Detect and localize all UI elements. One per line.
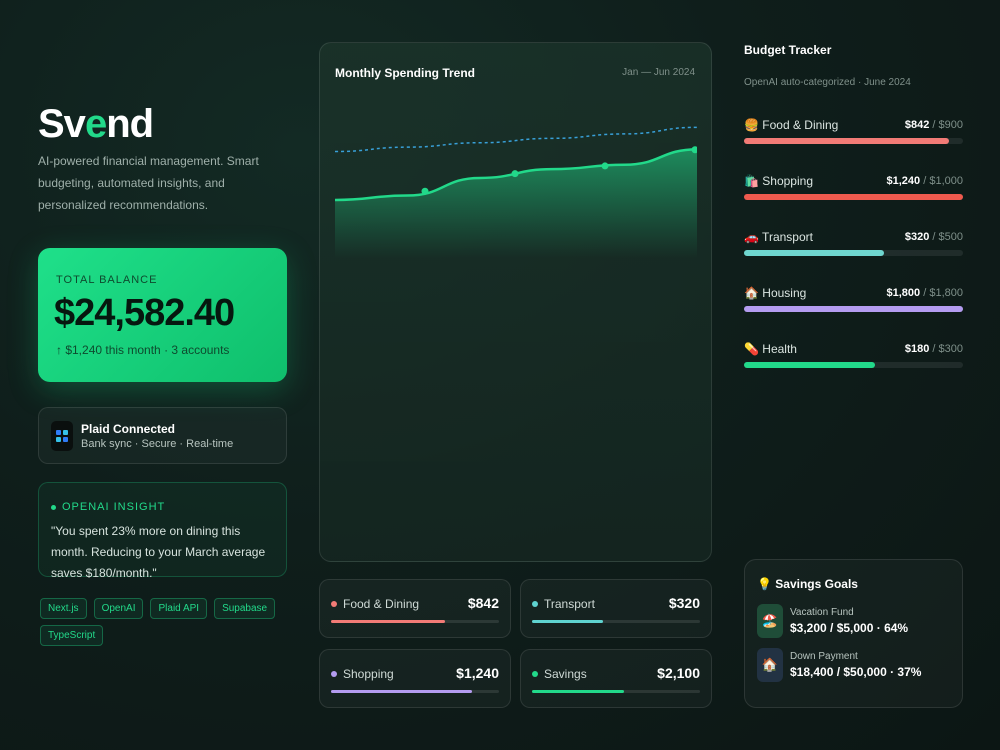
mini-card-value: $2,100 [657,665,700,681]
savings-goal-down-payment[interactable]: 🏠 Down Payment $18,400 / $50,000 · 37% [757,648,947,684]
house-icon: 🏠 [757,648,783,682]
plaid-subtitle: Bank sync · Secure · Real-time [81,438,234,450]
shopping-dot-icon [331,671,337,677]
mini-card-shopping[interactable]: Shopping $1,240 [319,649,511,708]
balance-label: TOTAL BALANCE [56,274,158,286]
goal-name: Vacation Fund [790,607,854,618]
total-balance-card[interactable]: TOTAL BALANCE $24,582.40 ↑ $1,240 this m… [38,248,287,382]
mini-card-value: $1,240 [456,665,499,681]
data-point[interactable] [421,187,429,195]
mini-card-label: Transport [544,597,595,611]
vacation-icon: 🏖️ [757,604,783,638]
chart-date-range: Jan — Jun 2024 [622,67,695,78]
mini-card-progress [331,690,499,693]
budget-amount: $1,800 / $1,800 [886,287,963,299]
tag-nextjs[interactable]: Next.js [40,598,87,619]
budget-tracker-subtitle: OpenAI auto-categorized · June 2024 [744,77,911,88]
mini-card-food-dining[interactable]: Food & Dining $842 [319,579,511,638]
budget-row-shopping[interactable]: 🛍️ Shopping $1,240 / $1,000 [744,174,963,204]
plaid-logo-icon [51,421,73,451]
food-dining-dot-icon [331,601,337,607]
insight-heading: OPENAI INSIGHT [51,501,165,513]
data-point[interactable] [691,146,698,154]
savings-goals-title: 💡 Savings Goals [757,577,858,591]
savings-dot-icon [532,671,538,677]
budget-amount: $1,240 / $1,000 [886,175,963,187]
budget-amount: $320 / $500 [904,231,963,243]
budget-progress [744,194,963,200]
chart-title: Monthly Spending Trend [335,66,475,80]
mini-card-savings[interactable]: Savings $2,100 [520,649,712,708]
spending-trend-card: Monthly Spending Trend Jan — Jun 2024 [319,42,712,562]
mini-card-label: Food & Dining [343,597,420,611]
tag-plaid-api[interactable]: Plaid API [150,598,208,619]
tag-typescript[interactable]: TypeScript [40,625,104,646]
mini-card-transport[interactable]: Transport $320 [520,579,712,638]
budget-amount: $842 / $900 [904,119,963,131]
tag-supabase[interactable]: Supabase [214,598,276,619]
mini-card-label: Shopping [343,667,394,681]
budget-category-label: 🛍️ Shopping [744,174,813,188]
plaid-connection-card[interactable]: Plaid Connected Bank sync · Secure · Rea… [38,407,287,464]
brand-tagline: AI-powered financial management. Smart b… [38,154,259,212]
budget-row-transport[interactable]: 🚗 Transport $320 / $500 [744,230,963,260]
spending-area [335,149,697,258]
savings-goals-card: 💡 Savings Goals 🏖️ Vacation Fund $3,200 … [744,559,963,708]
budget-row-housing[interactable]: 🏠 Housing $1,800 / $1,800 [744,286,963,316]
data-point[interactable] [511,170,519,178]
budget-category-label: 🚗 Transport [744,230,813,244]
savings-goal-vacation[interactable]: 🏖️ Vacation Fund $3,200 / $5,000 · 64% [757,604,947,640]
mini-card-progress [532,620,700,623]
insight-text: "You spent 23% more on dining this month… [51,524,266,580]
balance-change: ↑ $1,240 this month · 3 accounts [56,343,230,357]
goal-name: Down Payment [790,651,858,662]
budget-progress [744,306,963,312]
budget-amount: $180 / $300 [904,343,963,355]
mini-card-label: Savings [544,667,587,681]
balance-value: $24,582.40 [54,292,235,334]
forecast-line [335,126,697,153]
spending-trend-chart [335,126,698,258]
budget-progress [744,362,963,368]
tech-tags: Next.js OpenAI Plaid API Supabase TypeSc… [40,598,290,646]
data-point[interactable] [601,162,609,170]
budget-tracker-title: Budget Tracker [744,43,832,57]
budget-progress [744,138,963,144]
budget-category-label: 🏠 Housing [744,286,807,300]
budget-row-food-dining[interactable]: 🍔 Food & Dining $842 / $900 [744,118,963,148]
mini-card-value: $842 [467,595,499,611]
goal-progress-text: $3,200 / $5,000 · 64% [790,621,909,635]
mini-card-progress [331,620,499,623]
budget-row-health[interactable]: 💊 Health $180 / $300 [744,342,963,372]
status-dot-icon [51,504,56,510]
tag-openai[interactable]: OpenAI [93,598,144,619]
goal-progress-text: $18,400 / $50,000 · 37% [790,665,922,679]
mini-card-progress [532,690,700,693]
plaid-title: Plaid Connected [81,422,176,436]
openai-insight-card: OPENAI INSIGHT "You spent 23% more on di… [38,482,287,580]
transport-dot-icon [532,601,538,607]
budget-progress [744,250,963,256]
budget-category-label: 💊 Health [744,342,797,356]
brand-logo: Svend [38,102,154,146]
budget-category-label: 🍔 Food & Dining [744,118,839,132]
mini-card-value: $320 [668,595,700,611]
